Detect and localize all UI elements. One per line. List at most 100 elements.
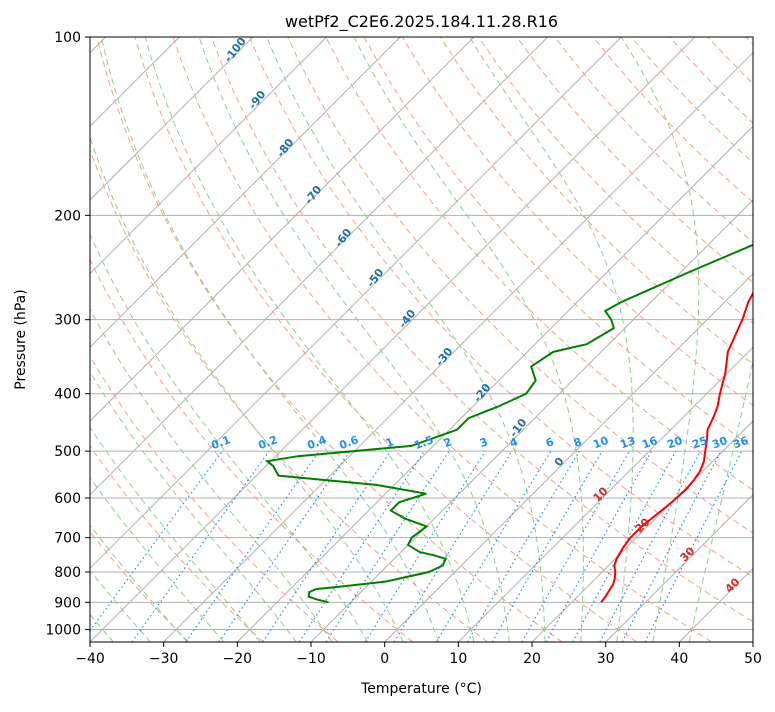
plot-frame — [89, 36, 754, 643]
moist-adiabat — [90, 233, 369, 642]
isotherm — [310, 199, 753, 642]
dry-adiabat — [249, 37, 753, 578]
dry-adiabat — [90, 445, 264, 642]
mixing-ratio-line — [435, 450, 552, 642]
y-tick-label: 400 — [54, 387, 81, 403]
mixing-ratio-line — [185, 450, 320, 642]
moist-adiabat — [100, 37, 439, 642]
isotherm — [90, 37, 328, 275]
isotherm — [457, 346, 753, 642]
mixing-ratio-label: 1.5 — [412, 433, 435, 452]
moist-adiabat — [620, 37, 700, 642]
mixing-ratio-line — [364, 450, 486, 642]
y-tick-label: 800 — [54, 565, 81, 581]
isotherm — [90, 37, 549, 496]
dry-adiabat — [325, 37, 753, 491]
mixing-ratio-label: 6 — [544, 435, 556, 450]
pressure-gridlines — [90, 37, 753, 630]
moist-adiabat — [688, 358, 753, 642]
moist-adiabat — [90, 426, 261, 642]
dry-adiabat — [210, 37, 753, 623]
moist-adiabat — [144, 37, 475, 642]
mixing-ratio-label: 0.4 — [305, 433, 328, 452]
dry-adiabat — [96, 37, 563, 642]
y-axis-ticks: 100 200 300 400 500 600 700 800 900 1000 — [45, 30, 90, 638]
x-tick-label: 20 — [523, 651, 541, 667]
moist-adiabat — [90, 135, 404, 642]
profile-series — [264, 243, 753, 604]
isotherm — [90, 37, 696, 642]
mixing-ratio-label: 25 — [690, 434, 709, 451]
dry-adiabat — [172, 37, 712, 642]
x-tick-label: −20 — [223, 651, 253, 667]
moist-adiabat — [90, 569, 151, 642]
x-tick-label: −10 — [296, 651, 326, 667]
mixing-ratio-line — [262, 450, 392, 642]
moist-adiabat — [353, 37, 584, 642]
mixing-ratio-label: 13 — [618, 434, 637, 451]
dry-adiabat — [287, 37, 753, 534]
mixing-ratio-label: 1 — [384, 435, 396, 450]
x-tick-label: 0 — [380, 651, 389, 667]
y-tick-label: 200 — [54, 208, 81, 224]
moist-adiabat — [90, 524, 188, 642]
mixing-ratio-lines — [90, 450, 743, 642]
mixing-ratio-label: 10 — [591, 434, 610, 452]
isotherm — [531, 420, 753, 642]
mixing-ratio-label: 16 — [640, 434, 659, 452]
y-tick-label: 500 — [54, 444, 81, 460]
mixing-ratio-line — [298, 450, 425, 642]
plot-area: -100-90-80-70-60-50-40-30-20-10010203040… — [90, 37, 753, 642]
isotherm — [90, 37, 475, 422]
x-tick-label: 40 — [670, 651, 688, 667]
x-tick-label: 30 — [597, 651, 615, 667]
mixing-ratio-line — [131, 450, 270, 642]
x-tick-label: 10 — [449, 651, 467, 667]
moist-adiabat — [90, 370, 297, 642]
mixing-ratio-label: 4 — [508, 435, 520, 450]
mixing-ratio-label: 0.1 — [209, 433, 232, 452]
mixing-ratio-label: 3 — [478, 435, 490, 450]
mixing-ratio-label: 0.2 — [256, 433, 279, 452]
mixing-ratio-label: 20 — [665, 434, 684, 452]
moist-adiabat — [266, 37, 546, 642]
mixing-ratio-line — [325, 450, 450, 642]
isotherm — [90, 37, 622, 570]
mixing-ratio-label: 2 — [442, 435, 454, 450]
mixing-ratio-line — [599, 450, 702, 642]
y-axis-label: Pressure (hPa) — [13, 289, 29, 389]
isotherm — [236, 125, 753, 642]
moist-adiabats — [90, 37, 753, 642]
isotherm — [384, 272, 753, 642]
mixing-ratio-label: 0.6 — [337, 433, 360, 452]
isotherm — [163, 51, 753, 642]
y-tick-label: 600 — [54, 491, 81, 507]
moist-adiabat — [90, 476, 225, 642]
mixing-ratio-line — [466, 450, 580, 642]
y-tick-label: 1000 — [45, 622, 81, 638]
x-tick-label: 50 — [744, 651, 762, 667]
chart-title: wetPf2_C2E6.2025.184.11.28.R16 — [285, 12, 558, 32]
dry-adiabat — [90, 258, 414, 642]
dry-adiabat — [516, 37, 753, 284]
y-tick-label: 700 — [54, 531, 81, 547]
x-axis-ticks: −40 −30 −20 −10 0 10 20 30 40 50 — [75, 642, 762, 667]
mixing-ratio-label: 36 — [731, 434, 750, 452]
mixing-ratio-label: 30 — [710, 434, 729, 452]
mixing-ratio-line — [218, 450, 351, 642]
mixing-ratio-line — [393, 450, 513, 642]
profile-line — [600, 291, 753, 603]
mixing-ratio-line — [572, 450, 677, 642]
y-tick-label: 100 — [54, 30, 81, 46]
moist-adiabat — [90, 308, 333, 642]
isotherm — [90, 37, 254, 201]
x-tick-label: −40 — [75, 651, 105, 667]
dry-adiabat — [134, 37, 638, 642]
x-axis-label: Temperature (°C) — [360, 681, 482, 697]
y-tick-label: 900 — [54, 595, 81, 611]
isotherm — [605, 493, 753, 642]
moist-adiabat — [198, 37, 510, 642]
